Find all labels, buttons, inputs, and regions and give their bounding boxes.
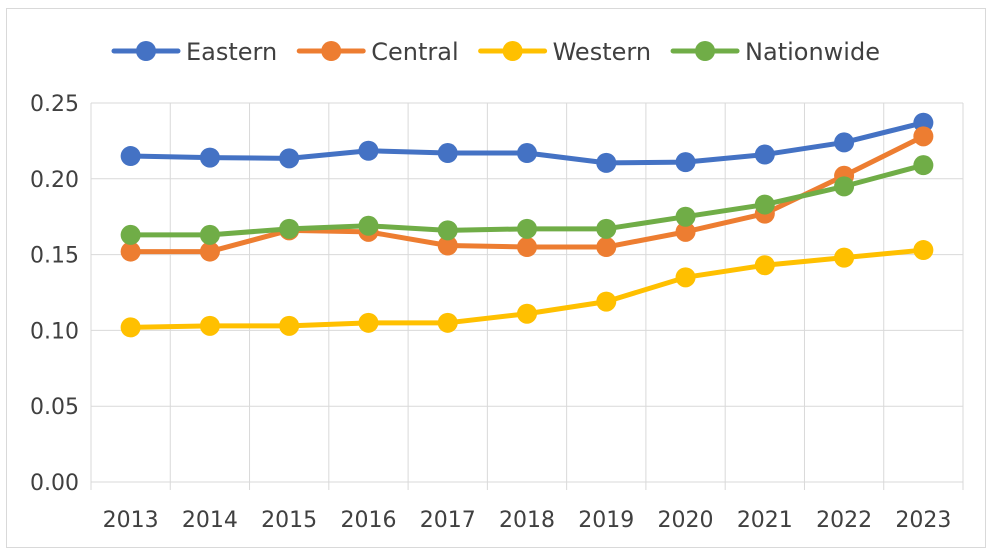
data-point-nationwide [675, 206, 696, 227]
data-point-nationwide [754, 194, 775, 215]
legend-item-nationwide: Nationwide [670, 38, 880, 66]
data-point-central [675, 221, 696, 242]
data-point-western [279, 315, 300, 336]
x-tick-label: 2015 [261, 508, 317, 533]
data-point-nationwide [596, 218, 617, 239]
x-tick-label: 2023 [895, 508, 951, 533]
x-tick-label: 2022 [816, 508, 872, 533]
data-point-eastern [358, 140, 379, 161]
legend-marker [695, 41, 716, 61]
data-point-eastern [199, 147, 220, 168]
x-tick-label: 2014 [182, 508, 238, 533]
data-point-central [517, 237, 537, 258]
y-tick-label: 0.00 [30, 471, 79, 496]
y-tick-label: 0.20 [30, 168, 79, 193]
legend-item-central: Central [296, 38, 459, 66]
data-point-eastern [120, 146, 141, 167]
data-point-eastern [517, 143, 537, 164]
series-group [120, 112, 934, 338]
x-tick-label: 2017 [420, 508, 476, 533]
y-tick-label: 0.05 [30, 395, 79, 420]
data-point-eastern [834, 132, 855, 153]
y-tick-label: 0.10 [30, 319, 79, 344]
legend-marker [136, 41, 157, 61]
data-point-eastern [675, 152, 696, 173]
data-point-nationwide [279, 218, 300, 239]
data-point-western [596, 291, 617, 312]
legend-label: Eastern [186, 38, 277, 66]
data-point-central [437, 235, 458, 256]
data-point-central [913, 126, 934, 147]
legend-label: Western [553, 38, 651, 66]
data-point-nationwide [199, 224, 220, 245]
data-point-western [358, 312, 379, 333]
data-point-central [120, 241, 141, 262]
data-point-nationwide [913, 155, 934, 176]
data-point-nationwide [120, 224, 141, 245]
data-point-eastern [754, 144, 775, 165]
data-point-western [437, 312, 458, 333]
data-point-western [199, 315, 220, 336]
data-point-western [754, 255, 775, 276]
y-axis: 0.00 0.05 0.10 0.15 0.20 0.25 [30, 92, 79, 496]
data-point-central [199, 241, 220, 262]
data-point-central [596, 237, 617, 258]
x-axis: 2013 2014 2015 2016 2017 2018 2019 2020 2021 2022… [103, 508, 952, 533]
legend-label: Central [371, 38, 458, 66]
y-tick-label: 0.15 [30, 244, 79, 269]
x-tick-label: 2018 [499, 508, 555, 533]
data-point-western [834, 247, 855, 268]
legend-marker [321, 41, 342, 61]
legend-item-western: Western [478, 38, 651, 66]
data-point-eastern [596, 152, 617, 173]
line-chart: 0.000.050.100.150.200.25 2013 2014 2015 201… [30, 38, 964, 533]
data-point-eastern [437, 143, 458, 164]
data-point-nationwide [358, 215, 379, 236]
data-point-western [120, 317, 141, 338]
legend-item-eastern: Eastern [111, 38, 277, 66]
x-tick-label: 2019 [578, 508, 634, 533]
data-point-western [675, 267, 696, 288]
x-tick-label: 2016 [340, 508, 396, 533]
data-point-nationwide [834, 176, 855, 197]
data-point-western [913, 240, 934, 261]
x-tick-label: 2020 [658, 508, 714, 533]
legend-marker [502, 41, 523, 61]
data-point-nationwide [517, 218, 537, 239]
x-tick-label: 2013 [103, 508, 159, 533]
y-tick-label: 0.25 [30, 92, 79, 117]
legend: Eastern Central Western Nationwide [111, 38, 880, 66]
data-point-eastern [279, 148, 300, 169]
x-tick-label: 2021 [737, 508, 793, 533]
data-point-nationwide [437, 220, 458, 241]
data-point-western [517, 303, 537, 324]
legend-label: Nationwide [745, 38, 880, 66]
chart-area: 0.00 0.05 0.10 0.15 0.20 0.25 2013 2014 2015 201… [6, 8, 986, 548]
gridlines [90, 102, 964, 490]
